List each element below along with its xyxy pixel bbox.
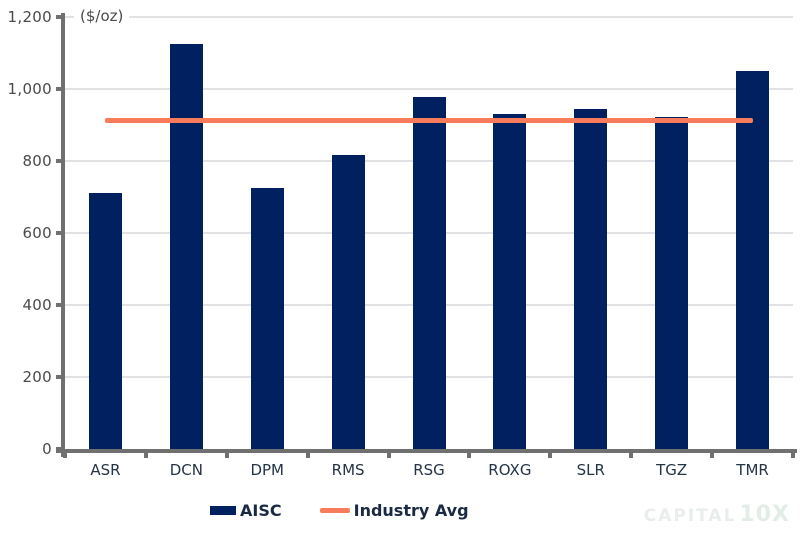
y-tick-label-800: 800 [22, 152, 52, 170]
x-tick-mark-6 [548, 449, 553, 458]
y-tick-label-0: 0 [42, 440, 52, 458]
chart-legend: AISC Industry Avg [210, 501, 469, 520]
y-tick-label-1,200: 1,200 [7, 8, 52, 26]
watermark-text-capital: CAPITAL [643, 506, 737, 526]
y-axis-unit-label: ($/oz) [74, 7, 130, 25]
bar-TMR [736, 71, 770, 449]
x-category-label-DPM: DPM [250, 461, 284, 479]
legend-label-aisc: AISC [240, 501, 282, 520]
bar-RMS [331, 154, 365, 449]
capital10x-watermark-logo: CAPITAL 10X [644, 502, 790, 527]
legend-item-industry-avg: Industry Avg [319, 501, 469, 520]
bar-SLR [574, 108, 608, 449]
x-category-label-DCN: DCN [169, 461, 203, 479]
x-tick-mark-2 [224, 449, 229, 458]
x-category-label-SLR: SLR [576, 461, 605, 479]
bar-ROXG [493, 114, 527, 449]
y-axis [61, 13, 65, 457]
x-category-label-TMR: TMR [736, 461, 769, 479]
y-tick-mark-1,200 [56, 15, 65, 19]
bar-DCN [169, 44, 203, 449]
x-tick-mark-9 [791, 449, 795, 458]
x-axis [56, 449, 797, 453]
y-tick-label-400: 400 [22, 296, 52, 314]
industry-avg-swatch-icon [319, 508, 350, 513]
x-tick-mark-1 [143, 449, 148, 458]
x-tick-mark-8 [710, 449, 715, 458]
x-tick-mark-4 [386, 449, 391, 458]
x-tick-mark-0 [63, 449, 67, 458]
industry-avg-line [105, 117, 753, 123]
y-tick-mark-200 [56, 375, 65, 379]
x-category-label-ROXG: ROXG [488, 461, 532, 479]
y-tick-mark-1,000 [56, 87, 65, 91]
x-category-label-RSG: RSG [413, 461, 445, 479]
y-tick-mark-400 [56, 303, 65, 307]
bar-ASR [88, 193, 122, 449]
bar-DPM [250, 188, 284, 449]
x-tick-mark-7 [629, 449, 634, 458]
legend-label-industry-avg: Industry Avg [353, 501, 469, 520]
y-tick-mark-800 [56, 159, 65, 163]
x-category-label-RMS: RMS [331, 461, 365, 479]
x-category-label-ASR: ASR [90, 461, 121, 479]
y-tick-label-600: 600 [22, 224, 52, 242]
bar-TGZ [655, 117, 689, 449]
aisc-swatch-icon [210, 506, 236, 515]
watermark-text-10x: 10X [739, 502, 790, 527]
y-tick-mark-600 [56, 231, 65, 235]
y-tick-label-1,000: 1,000 [7, 80, 52, 98]
x-tick-mark-5 [467, 449, 472, 458]
legend-item-aisc: AISC [210, 501, 282, 520]
bar-RSG [412, 96, 446, 449]
x-category-label-TGZ: TGZ [656, 461, 688, 479]
gridline-1,000 [65, 88, 793, 90]
gridline-1,200 [65, 16, 793, 18]
x-tick-mark-3 [305, 449, 310, 458]
y-tick-label-200: 200 [22, 368, 52, 386]
